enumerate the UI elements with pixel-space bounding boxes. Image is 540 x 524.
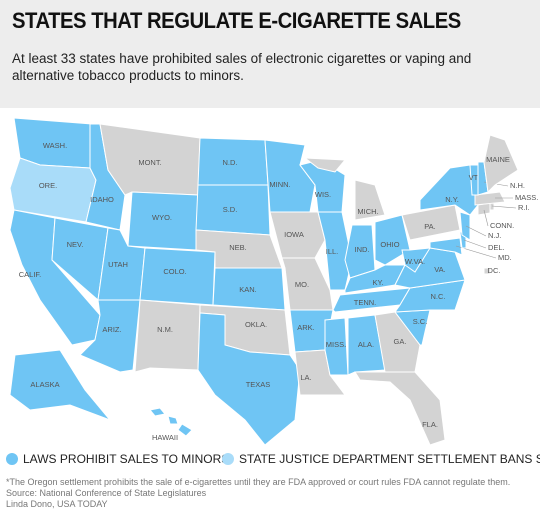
state-label: VA.: [434, 265, 446, 274]
credit: Linda Dono, USA TODAY: [6, 499, 108, 509]
state-label: FLA.: [422, 420, 438, 429]
state: [374, 311, 421, 373]
state-label: MO.: [295, 280, 309, 289]
state: [401, 204, 461, 241]
footnotes: *The Oregon settlement prohibits the sal…: [6, 477, 536, 510]
state: [354, 179, 386, 221]
state-label: CALIF.: [19, 270, 42, 279]
state: [264, 139, 316, 213]
state-label: WYO.: [152, 213, 172, 222]
state-label: W.VA.: [405, 257, 425, 266]
state-label: WASH.: [43, 141, 67, 150]
leader-line: [465, 225, 487, 237]
state: [489, 202, 495, 211]
state: [474, 191, 506, 206]
state-label: DEL.: [488, 243, 505, 252]
state-label: ARIZ.: [102, 325, 121, 334]
state-label: KY.: [372, 278, 383, 287]
state-label: ARK.: [297, 323, 315, 332]
state-label: DC.: [488, 266, 501, 275]
state-label: S.D.: [223, 205, 238, 214]
state-label: N.C.: [431, 292, 446, 301]
footnote: *The Oregon settlement prohibits the sal…: [6, 477, 511, 487]
state-label: N.D.: [223, 158, 238, 167]
title: STATES THAT REGULATE E-CIGARETTE SALES: [12, 8, 461, 33]
state-label: N.Y.: [445, 195, 459, 204]
state-label: TEXAS: [246, 380, 271, 389]
state-label: ALA.: [358, 340, 374, 349]
state-label: COLO.: [163, 267, 186, 276]
state-label: NEB.: [229, 243, 247, 252]
state-label: UTAH: [108, 260, 128, 269]
state: [294, 349, 346, 396]
state-label: IND.: [355, 245, 370, 254]
state-label: KAN.: [239, 285, 257, 294]
leader-line: [463, 239, 487, 249]
state-label: N.J.: [488, 231, 501, 240]
state-label: S.C.: [413, 317, 428, 326]
state-label: LA.: [300, 373, 311, 382]
state-label: IOWA: [284, 230, 304, 239]
state-label: WIS.: [315, 190, 331, 199]
state: [9, 349, 112, 422]
state: [374, 214, 411, 266]
state: [483, 134, 519, 194]
legend-label: LAWS PROHIBIT SALES TO MINORS: [23, 452, 229, 466]
state: [419, 164, 479, 216]
state: [139, 247, 216, 306]
source: Source: National Conference of State Leg…: [6, 488, 207, 498]
state-label: HAWAII: [152, 433, 178, 442]
state-label: ALASKA: [30, 380, 59, 389]
state-label: OKLA.: [245, 320, 267, 329]
state: [354, 371, 446, 446]
header: STATES THAT REGULATE E-CIGARETTE SALES A…: [0, 0, 540, 108]
leader-line: [491, 205, 517, 209]
state-label: MASS.: [515, 193, 538, 202]
state-label: PA.: [424, 222, 436, 231]
state-label: MAINE: [486, 155, 510, 164]
state-label: R.I.: [518, 203, 530, 212]
state-label: MONT.: [138, 158, 161, 167]
state-label: N.M.: [157, 325, 173, 334]
state-label: ILL.: [326, 247, 339, 256]
state: [177, 423, 193, 437]
state-label: VT.: [469, 173, 480, 182]
state-label: GA.: [394, 337, 407, 346]
state-label: MD.: [498, 253, 512, 262]
state: [429, 237, 463, 256]
state: [149, 407, 166, 417]
state-label: IDAHO: [90, 195, 114, 204]
legend-swatch: [222, 453, 234, 465]
state: [197, 312, 301, 446]
state-label: ORE.: [39, 181, 57, 190]
state: [347, 314, 386, 376]
state-label: MICH.: [357, 207, 378, 216]
state-label: N.H.: [510, 181, 525, 190]
state: [344, 264, 406, 294]
state-label: TENN.: [354, 298, 377, 307]
state-label: NEV.: [67, 240, 84, 249]
legend-swatch: [6, 453, 18, 465]
state: [167, 415, 179, 425]
state: [401, 247, 431, 273]
legend-label: STATE JUSTICE DEPARTMENT SETTLEMENT BANS…: [239, 452, 540, 466]
state: [269, 211, 326, 259]
state-label: MISS.: [326, 340, 346, 349]
leader-line: [483, 209, 489, 227]
state-label: MINN.: [269, 180, 290, 189]
state-label: CONN.: [490, 221, 514, 230]
state: [459, 211, 471, 241]
state: [303, 157, 347, 173]
state-label: OHIO: [380, 240, 399, 249]
state: [483, 267, 491, 275]
state: [324, 317, 349, 376]
subtitle: At least 33 states have prohibited sales…: [12, 51, 472, 83]
state: [134, 299, 201, 373]
